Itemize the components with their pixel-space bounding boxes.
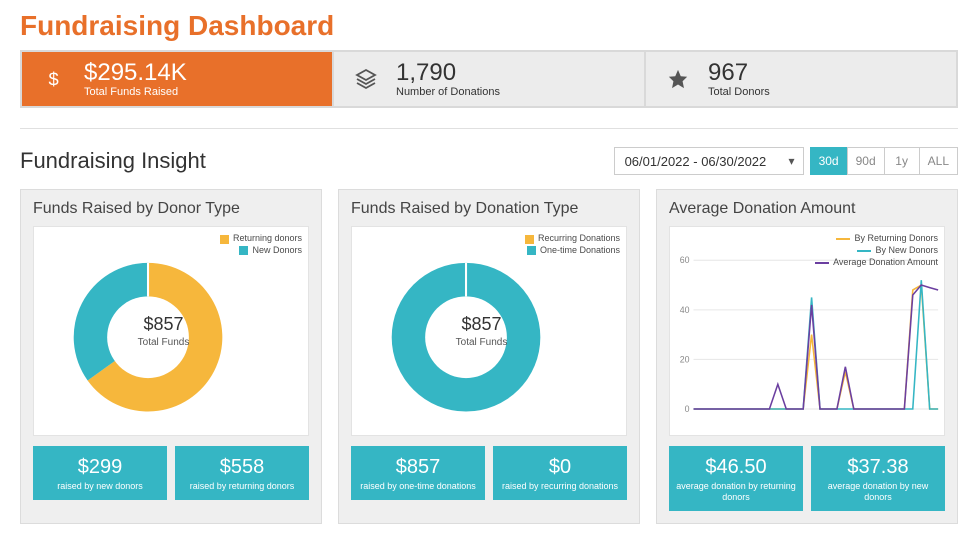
kpi-text: 967Total Donors	[708, 60, 770, 98]
legend-item: Average Donation Amount	[815, 257, 938, 269]
range-90d[interactable]: 90d	[847, 147, 885, 175]
kpi-row: $ $295.14KTotal Funds Raised 1,790Number o…	[20, 50, 958, 108]
legend: Returning donorsNew Donors	[220, 233, 302, 256]
kpi-text: $295.14KTotal Funds Raised	[84, 60, 187, 98]
insight-header: Fundraising Insight 06/01/2022 - 06/30/2…	[20, 147, 958, 175]
donor-type-card: Funds Raised by Donor Type $857Total Fun…	[20, 189, 322, 524]
stat-tile: $46.50average donation by returning dono…	[669, 446, 803, 511]
range-30d[interactable]: 30d	[810, 147, 848, 175]
stat-tile: $299 raised by new donors	[33, 446, 167, 500]
date-range-select[interactable]: 06/01/2022 - 06/30/2022 ▾	[614, 147, 804, 175]
kpi-value: $295.14K	[84, 60, 187, 86]
range-1y[interactable]: 1y	[884, 147, 920, 175]
stat-label: average donation by returning donors	[675, 481, 797, 503]
donut-center: $857Total Funds	[138, 314, 190, 348]
range-ALL[interactable]: ALL	[919, 147, 958, 175]
stat-row: $46.50average donation by returning dono…	[669, 446, 945, 511]
kpi-value: 967	[708, 60, 770, 86]
kpi-layers[interactable]: 1,790Number of Donations	[334, 52, 646, 106]
stat-value: $37.38	[817, 456, 939, 479]
svg-text:60: 60	[680, 256, 690, 266]
stat-value: $299	[39, 456, 161, 479]
kpi-text: 1,790Number of Donations	[396, 60, 500, 98]
legend: By Returning DonorsBy New DonorsAverage …	[815, 233, 938, 268]
kpi-label: Total Funds Raised	[84, 86, 187, 98]
svg-text:$: $	[49, 69, 59, 90]
card-title: Average Donation Amount	[669, 200, 945, 218]
date-range-value: 06/01/2022 - 06/30/2022	[625, 154, 767, 169]
stat-label: raised by one-time donations	[357, 481, 479, 492]
avg-donation-card: Average Donation Amount 0 20 40 60 By Return…	[656, 189, 958, 524]
kpi-label: Total Donors	[708, 86, 770, 98]
avg-donation-chart: 0 20 40 60 By Returning DonorsBy New DonorsA…	[669, 226, 945, 436]
kpi-star[interactable]: 967Total Donors	[646, 52, 956, 106]
kpi-label: Number of Donations	[396, 86, 500, 98]
stat-value: $857	[357, 456, 479, 479]
layers-icon	[350, 63, 382, 95]
range-buttons: 30d90d1yALL	[810, 147, 958, 175]
svg-text:0: 0	[685, 404, 690, 414]
svg-text:40: 40	[680, 305, 690, 315]
controls: 06/01/2022 - 06/30/2022 ▾ 30d90d1yALL	[614, 147, 958, 175]
stat-tile: $857 raised by one-time donations	[351, 446, 485, 500]
donation-type-card: Funds Raised by Donation Type $857Total …	[338, 189, 640, 524]
stat-row: $299 raised by new donors $558 raised by re…	[33, 446, 309, 500]
stat-tile: $37.38average donation by new donors	[811, 446, 945, 511]
kpi-dollar[interactable]: $ $295.14KTotal Funds Raised	[22, 52, 334, 106]
legend-item: One-time Donations	[525, 245, 620, 257]
stat-label: average donation by new donors	[817, 481, 939, 503]
donut-center: $857Total Funds	[456, 314, 508, 348]
card-title: Funds Raised by Donation Type	[351, 200, 627, 218]
stat-row: $857 raised by one-time donations $0 raised…	[351, 446, 627, 500]
legend-item: By New Donors	[815, 245, 938, 257]
card-title: Funds Raised by Donor Type	[33, 200, 309, 218]
stat-tile: $558 raised by returning donors	[175, 446, 309, 500]
star-icon	[662, 63, 694, 95]
insight-title: Fundraising Insight	[20, 148, 206, 174]
divider	[20, 128, 958, 129]
stat-label: raised by returning donors	[181, 481, 303, 492]
dollar-icon: $	[38, 63, 70, 95]
stat-value: $46.50	[675, 456, 797, 479]
legend-item: New Donors	[220, 245, 302, 257]
legend: Recurring DonationsOne-time Donations	[525, 233, 620, 256]
stat-label: raised by recurring donations	[499, 481, 621, 492]
donor-type-chart: $857Total Funds Returning donorsNew Donor…	[33, 226, 309, 436]
donation-type-chart: $857Total Funds Recurring DonationsOne-ti…	[351, 226, 627, 436]
page-title: Fundraising Dashboard	[20, 10, 958, 42]
caret-icon: ▾	[789, 154, 795, 168]
legend-item: Recurring Donations	[525, 233, 620, 245]
cards-row: Funds Raised by Donor Type $857Total Fun…	[20, 189, 958, 524]
legend-item: By Returning Donors	[815, 233, 938, 245]
svg-text:20: 20	[680, 355, 690, 365]
legend-item: Returning donors	[220, 233, 302, 245]
kpi-value: 1,790	[396, 60, 500, 86]
stat-value: $0	[499, 456, 621, 479]
stat-label: raised by new donors	[39, 481, 161, 492]
stat-value: $558	[181, 456, 303, 479]
stat-tile: $0 raised by recurring donations	[493, 446, 627, 500]
